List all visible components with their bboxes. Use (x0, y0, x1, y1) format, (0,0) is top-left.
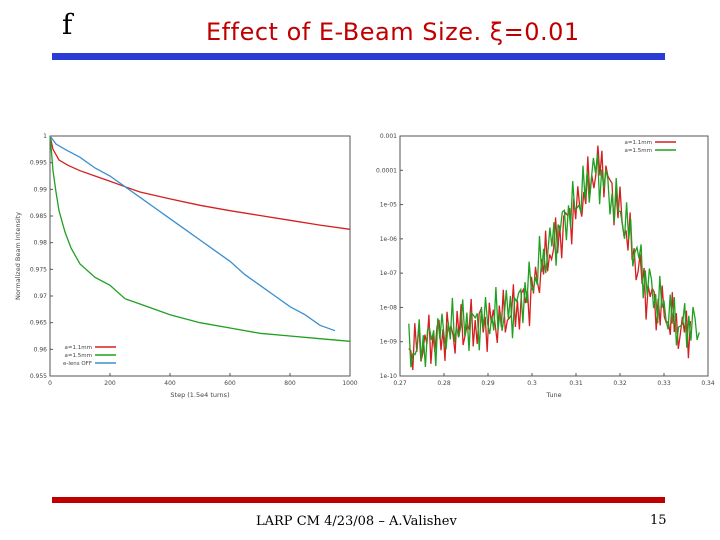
tune-spectrum-chart: 0.27 0.28 0.29 0.3 0.31 0.32 0.33 0.34 0.001 0.00… (376, 133, 715, 399)
legend-label: a=1.5mm (65, 353, 92, 359)
legend-label: e-lens OFF (63, 361, 92, 367)
x-tick-label: 0.3 (527, 380, 537, 387)
y-tick-label: 1 (43, 133, 47, 140)
top-divider-bar (52, 53, 665, 60)
y-tick-label: 1e-09 (380, 339, 397, 346)
y-tick-label: 0.975 (30, 266, 47, 273)
x-tick-label: 0.27 (393, 380, 407, 387)
y-tick-label: 0.955 (30, 373, 47, 380)
y-tick-label: 1e-07 (380, 270, 397, 277)
x-tick-label: 1000 (342, 380, 357, 387)
x-tick-label: 0.32 (613, 380, 627, 387)
y-tick-label: 1e-08 (380, 304, 397, 311)
y-tick-label: 1e-06 (380, 236, 397, 243)
x-tick-label: 600 (224, 380, 236, 387)
y-tick-label: 0.001 (380, 133, 397, 140)
x-tick-label: 0 (48, 380, 52, 387)
x-tick-label: 0.29 (481, 380, 495, 387)
y-tick-label: 0.97 (34, 293, 48, 300)
page-number: 15 (650, 513, 667, 528)
x-tick-label: 400 (164, 380, 176, 387)
series-line-2 (49, 135, 351, 342)
series-line-1 (408, 145, 692, 371)
series-line-2 (408, 154, 700, 368)
series-line-3 (49, 135, 336, 332)
x-tick-label: 0.34 (701, 380, 715, 387)
y-tick-label: 0.995 (30, 160, 47, 167)
x-axis-label: Step (1.5e4 turns) (170, 391, 229, 399)
legend-label: a=1.5mm (625, 148, 652, 154)
y-tick-label: 0.96 (34, 346, 48, 353)
logo-glyph: f (62, 8, 73, 41)
y-tick-label: 1e-05 (380, 202, 397, 209)
y-tick-label: 1e-10 (380, 373, 397, 380)
footer-text: LARP CM 4/23/08 – A.Valishev (256, 514, 457, 529)
legend-label: a=1.1mm (625, 140, 652, 146)
plot-frame (399, 135, 709, 377)
y-tick-label: 0.99 (34, 186, 48, 193)
y-tick-label: 0.98 (34, 240, 48, 247)
y-tick-label: 0.0001 (376, 167, 397, 174)
y-tick-label: 0.965 (30, 320, 47, 327)
series-line-1 (49, 135, 351, 230)
x-tick-label: 0.31 (569, 380, 583, 387)
y-tick-label: 0.985 (30, 213, 47, 220)
legend-label: a=1.1mm (65, 345, 92, 351)
x-tick-label: 0.28 (437, 380, 451, 387)
bottom-divider-bar (52, 497, 665, 503)
plot-frame (49, 135, 351, 377)
x-axis-label: Tune (545, 391, 561, 399)
y-axis-label: Normalized Beam Intensity (14, 212, 22, 300)
beam-intensity-chart: 0 200 400 600 800 1000 1 0.995 0.99 0.985 0.98 0.97… (14, 133, 358, 399)
x-tick-label: 800 (284, 380, 296, 387)
x-tick-label: 200 (104, 380, 116, 387)
slide-title: Effect of E-Beam Size. ξ=0.01 (206, 18, 580, 46)
x-tick-label: 0.33 (657, 380, 671, 387)
